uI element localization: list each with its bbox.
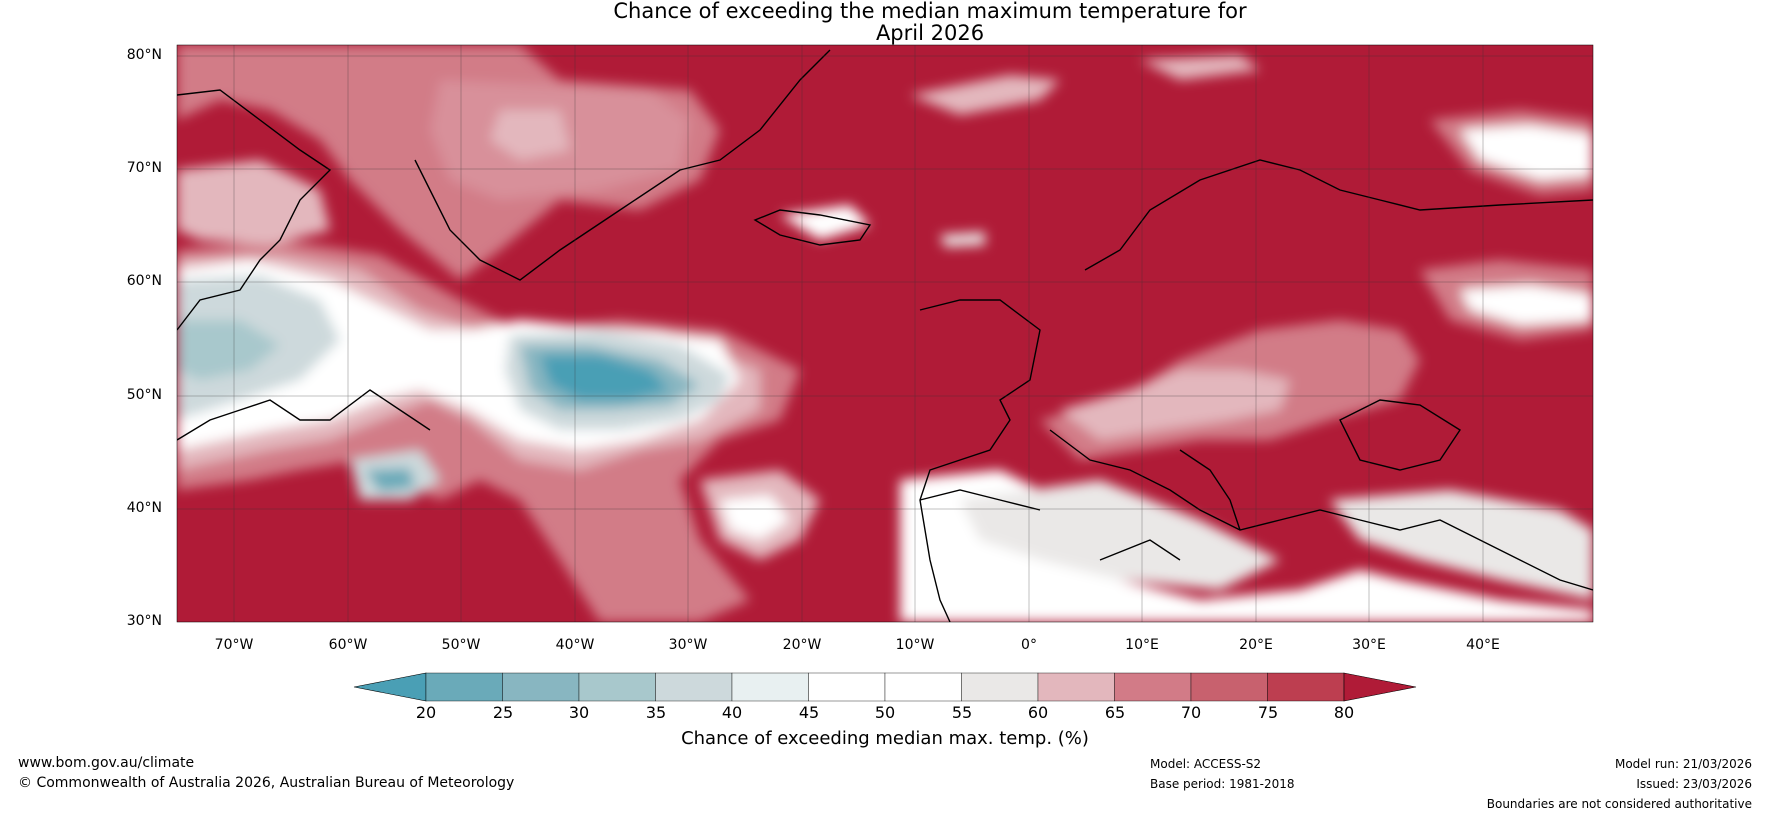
lon-label-10w: 10°W	[895, 637, 935, 653]
lon-label-50w: 50°W	[441, 637, 481, 653]
lat-label-40n: 40°N	[126, 500, 162, 516]
map-title-line2: April 2026	[875, 21, 985, 45]
colorbar-tick-80: 80	[1333, 703, 1355, 722]
footer-model-run: Model run: 21/03/2026	[1614, 757, 1752, 771]
map-frame	[176, 44, 1594, 623]
lon-label-30e: 30°E	[1352, 637, 1386, 653]
footer-issued: Issued: 23/03/2026	[1636, 777, 1752, 791]
footer-copyright: © Commonwealth of Australia 2026, Austra…	[18, 775, 515, 791]
colorbar-tick-55: 55	[951, 703, 973, 722]
colorbar-segment	[731, 672, 809, 702]
colorbar-segment	[961, 672, 1039, 702]
colorbar-tick-60: 60	[1027, 703, 1049, 722]
lat-label-70n: 70°N	[126, 160, 162, 176]
lon-label-0: 0°	[1021, 637, 1037, 653]
footer-model: Model: ACCESS-S2	[1150, 757, 1262, 771]
lon-label-10e: 10°E	[1125, 637, 1159, 653]
lat-label-30n: 30°N	[126, 613, 162, 629]
colorbar-segment	[1114, 672, 1192, 702]
lon-label-60w: 60°W	[328, 637, 368, 653]
colorbar-segment	[655, 672, 733, 702]
lon-label-40e: 40°E	[1466, 637, 1500, 653]
footer-website: www.bom.gov.au/climate	[18, 755, 195, 771]
lon-label-20w: 20°W	[782, 637, 822, 653]
colorbar-extend-high	[1343, 672, 1417, 702]
colorbar-tick-70: 70	[1180, 703, 1202, 722]
anomaly-field	[177, 45, 1593, 622]
lon-label-70w: 70°W	[214, 637, 254, 653]
colorbar-segment	[578, 672, 656, 702]
colorbar-tick-75: 75	[1257, 703, 1279, 722]
footer-disclaimer: Boundaries are not considered authoritat…	[1486, 797, 1752, 811]
colorbar-segment	[425, 672, 503, 702]
colorbar-tick-20: 20	[415, 703, 437, 722]
footer-base-period: Base period: 1981-2018	[1150, 777, 1295, 791]
colorbar-segment	[1267, 672, 1345, 702]
coastlines	[177, 49, 1593, 622]
colorbar-tick-45: 45	[798, 703, 820, 722]
colorbar-tick-30: 30	[568, 703, 590, 722]
colorbar-tick-40: 40	[721, 703, 743, 722]
graticule	[177, 45, 1593, 622]
lat-label-50n: 50°N	[126, 387, 162, 403]
lon-label-20e: 20°E	[1239, 637, 1273, 653]
colorbar-segment	[1190, 672, 1268, 702]
colorbar-tick-25: 25	[492, 703, 514, 722]
lat-label-60n: 60°N	[126, 273, 162, 289]
colorbar-segment	[502, 672, 580, 702]
colorbar-extend-low	[353, 672, 427, 702]
colorbar-tick-50: 50	[874, 703, 896, 722]
lon-label-30w: 30°W	[668, 637, 708, 653]
colorbar-segment	[808, 672, 886, 702]
colorbar-tick-65: 65	[1104, 703, 1126, 722]
colorbar-segment	[1037, 672, 1115, 702]
colorbar-label: Chance of exceeding median max. temp. (%…	[681, 728, 1089, 749]
map-title-line1: Chance of exceeding the median maximum t…	[613, 0, 1247, 23]
colorbar-segment	[884, 672, 962, 702]
lon-label-40w: 40°W	[555, 637, 595, 653]
lat-label-80n: 80°N	[126, 47, 162, 63]
colorbar-tick-35: 35	[645, 703, 667, 722]
